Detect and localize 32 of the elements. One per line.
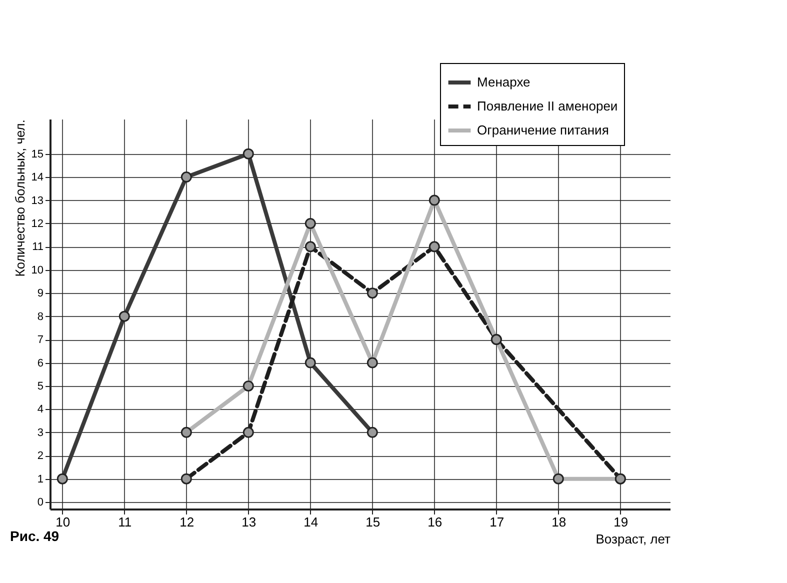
text: Рис. 49 (10, 528, 60, 544)
x-tick-label: 14 (304, 514, 318, 530)
x-tick-label: 17 (490, 514, 504, 530)
y-axis-title: Количество больных, чел. (12, 120, 28, 277)
y-tick-label: 14 (31, 172, 44, 184)
y-tick-label: 10 (31, 264, 44, 276)
y-tick-label: 9 (37, 288, 44, 300)
x-tick-label: 10 (56, 514, 70, 530)
y-tick-label: 13 (31, 194, 44, 207)
y-tick-label: 5 (37, 380, 44, 392)
legend-label: Ограничение питания (477, 122, 609, 138)
legend-label: Появление II аменореи (477, 98, 618, 114)
y-tick-label: 1 (37, 473, 44, 486)
x-tick-label: 19 (614, 514, 628, 530)
y-tick-label: 8 (37, 310, 44, 323)
x-axis-title: Возраст, лет (596, 532, 671, 546)
y-tick-label: 15 (31, 148, 44, 160)
legend-label: Менархе (477, 74, 530, 90)
y-tick-label: 3 (37, 426, 44, 439)
x-tick-label: 12 (180, 514, 194, 530)
x-tick-label: 16 (428, 514, 442, 530)
y-tick-label: 11 (32, 241, 44, 254)
x-tick-label: 18 (552, 514, 566, 530)
y-tick-label: 4 (37, 404, 44, 416)
y-tick-label: 12 (31, 218, 44, 230)
x-tick-label: 15 (366, 514, 380, 530)
y-tick-label: 6 (37, 357, 44, 370)
x-tick-label: 13 (242, 514, 256, 530)
x-tick-label: 11 (118, 514, 132, 530)
y-tick-label: 0 (37, 496, 44, 509)
y-tick-label: 7 (37, 334, 44, 346)
y-tick-label: 2 (37, 450, 44, 462)
